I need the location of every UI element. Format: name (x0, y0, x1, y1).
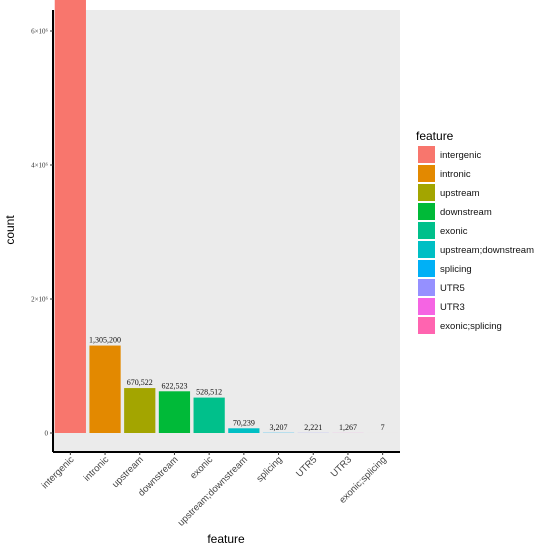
legend-key (418, 146, 435, 163)
x-tick-label: exonic (188, 454, 215, 481)
y-tick-label: 2×10⁶ (31, 296, 48, 304)
legend-label: downstream (440, 207, 492, 218)
y-tick-label: 6×10⁶ (31, 28, 48, 36)
bar-exonic (193, 397, 225, 433)
bar-value-label: 1,305,200 (89, 336, 121, 345)
x-tick-label: UTR3 (329, 454, 354, 479)
legend-key (418, 222, 435, 239)
bar-upstream-downstream (228, 428, 260, 433)
legend-key (418, 203, 435, 220)
bar-value-label: 2,221 (304, 423, 322, 432)
x-tick-label: upstream (110, 454, 146, 490)
bar-downstream (158, 391, 191, 433)
y-tick-label: 0 (45, 430, 49, 438)
bar-value-label: 528,512 (196, 388, 222, 397)
legend-title: feature (416, 129, 454, 143)
bar-value-label: 70,239 (233, 418, 255, 427)
legend-label: exonic (440, 226, 468, 237)
y-axis-title: count (3, 215, 17, 245)
bar-value-label: 3,207 (270, 423, 288, 432)
legend-key (418, 165, 435, 182)
legend-key (418, 298, 435, 315)
x-tick-label: intergenic (40, 454, 77, 491)
x-axis-title: feature (207, 532, 245, 546)
legend-label: upstream (440, 188, 480, 199)
legend-label: intergenic (440, 150, 481, 161)
bar-value-label: 7 (381, 423, 385, 432)
bar-value-label: 670,522 (127, 378, 153, 387)
x-tick-label: UTR5 (294, 454, 319, 479)
legend-key (418, 184, 435, 201)
legend-label: upstream;downstream (440, 245, 534, 256)
legend-label: exonic;splicing (440, 321, 502, 332)
y-tick-label: 4×10⁶ (31, 162, 48, 170)
bar-value-label: 622,523 (161, 381, 187, 390)
legend-label: UTR5 (440, 283, 465, 294)
x-tick-label: upstream;downstream (176, 454, 250, 528)
x-tick-label: intronic (82, 454, 112, 484)
legend-label: UTR3 (440, 302, 465, 313)
legend-key (418, 260, 435, 277)
legend-key (418, 317, 435, 334)
legend: feature intergenic intronic upstream downst… (416, 129, 534, 334)
x-tick-label: splicing (254, 454, 284, 484)
bar-intergenic (54, 0, 86, 433)
legend-label: intronic (440, 169, 471, 180)
legend-key (418, 279, 435, 296)
legend-label: splicing (440, 264, 472, 275)
bar-intronic (89, 345, 121, 433)
bar-upstream (124, 388, 156, 433)
legend-key (418, 241, 435, 258)
bar-value-label: 1,267 (339, 423, 357, 432)
